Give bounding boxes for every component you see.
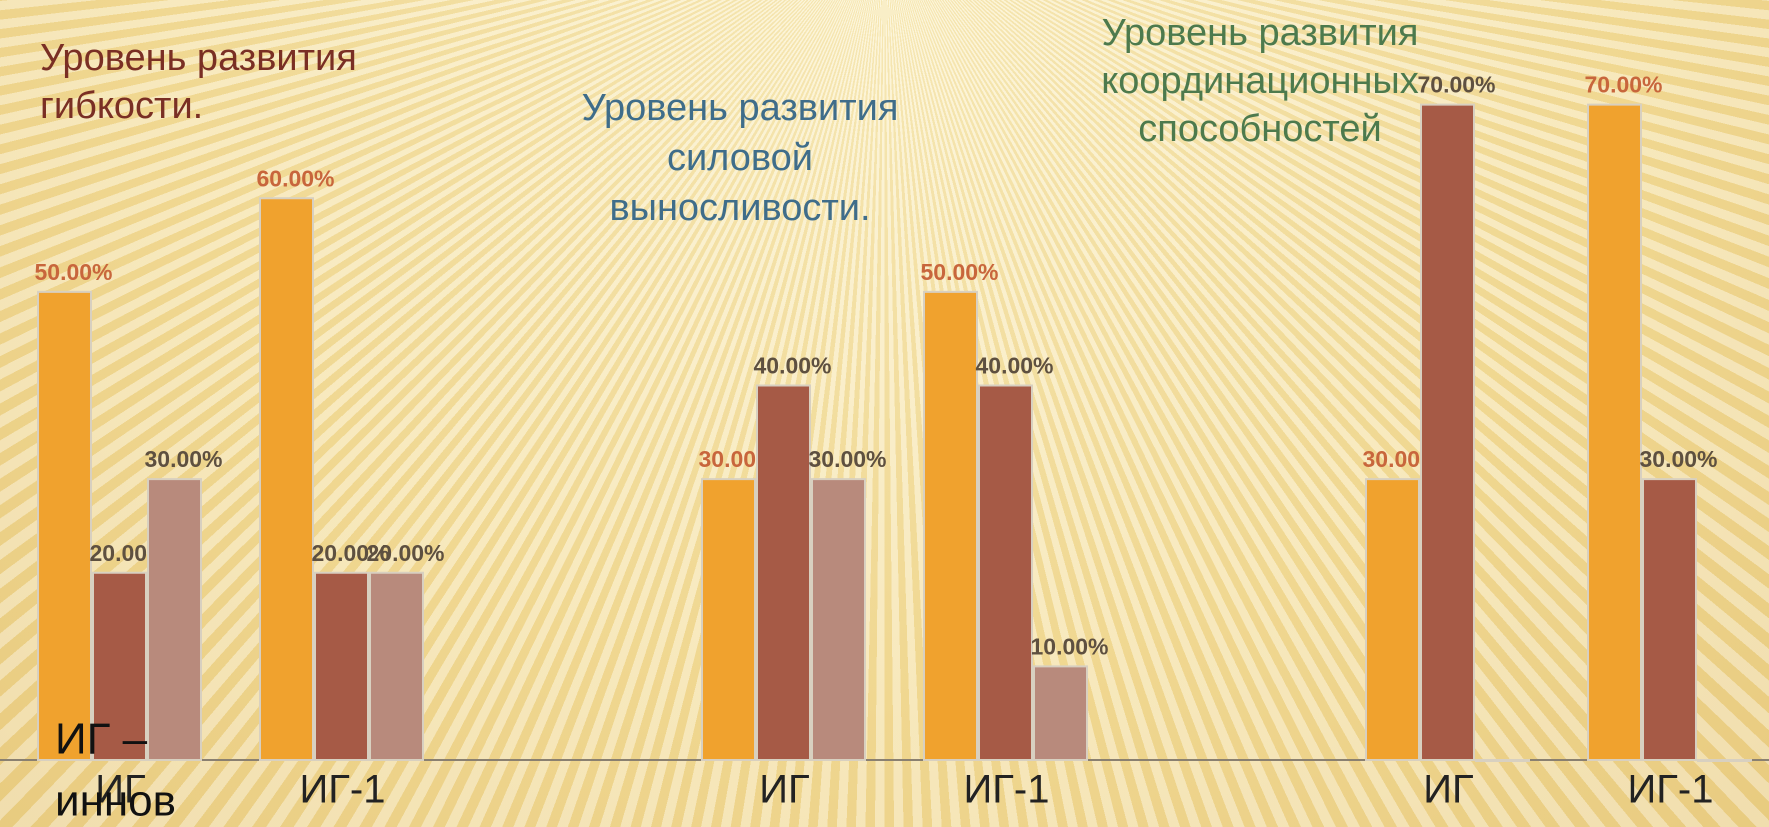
chart-title: Уровень развития — [1102, 12, 1419, 54]
chart-title: гибкости. — [40, 85, 203, 127]
bar — [92, 571, 147, 761]
data-label: 30.00% — [1639, 446, 1717, 472]
chart-title: силовой — [667, 137, 813, 179]
data-label: 30.00% — [808, 446, 886, 472]
x-tick-label: ИГ — [1423, 768, 1473, 812]
bar — [701, 478, 756, 761]
bar — [369, 571, 424, 761]
data-label: 60.00% — [256, 165, 334, 191]
x-tick-label: ИГ-1 — [964, 768, 1050, 812]
bar — [978, 384, 1033, 761]
bar — [1475, 759, 1530, 762]
data-label: 40.00% — [753, 353, 831, 379]
chart-title: способностей — [1138, 108, 1382, 150]
data-label: 40.00% — [975, 353, 1053, 379]
annotation: иннов — [55, 777, 176, 826]
bar — [1642, 478, 1697, 761]
bar — [1033, 665, 1088, 761]
data-label: 20.00% — [366, 540, 444, 566]
bar — [1365, 478, 1420, 761]
bar — [756, 384, 811, 761]
data-label: 50.00% — [920, 259, 998, 285]
x-tick-label: ИГ — [759, 768, 809, 812]
bar — [259, 197, 314, 761]
data-label: 30.00% — [144, 446, 222, 472]
chart-title: Уровень развития — [582, 87, 899, 129]
bar — [1697, 759, 1752, 762]
x-tick-label: ИГ-1 — [1628, 768, 1714, 812]
x-tick-label: ИГ — [95, 768, 145, 812]
chart-title: координационных — [1101, 60, 1419, 102]
bar — [923, 290, 978, 761]
bar — [1420, 103, 1475, 761]
data-label: 70.00% — [1584, 72, 1662, 98]
x-tick-label: ИГ-1 — [300, 768, 386, 812]
bar — [314, 571, 369, 761]
bar — [1587, 103, 1642, 761]
data-label: 10.00% — [1030, 633, 1108, 659]
bar — [37, 290, 92, 761]
bar — [147, 478, 202, 761]
data-label: 50.00% — [34, 259, 112, 285]
annotation: ИГ – — [55, 715, 148, 764]
chart-title: Уровень развития — [40, 37, 357, 79]
data-label: 20.00% — [311, 540, 389, 566]
chart-title: выносливости. — [609, 187, 870, 229]
data-label: 70.00% — [1417, 72, 1495, 98]
bar — [811, 478, 866, 761]
